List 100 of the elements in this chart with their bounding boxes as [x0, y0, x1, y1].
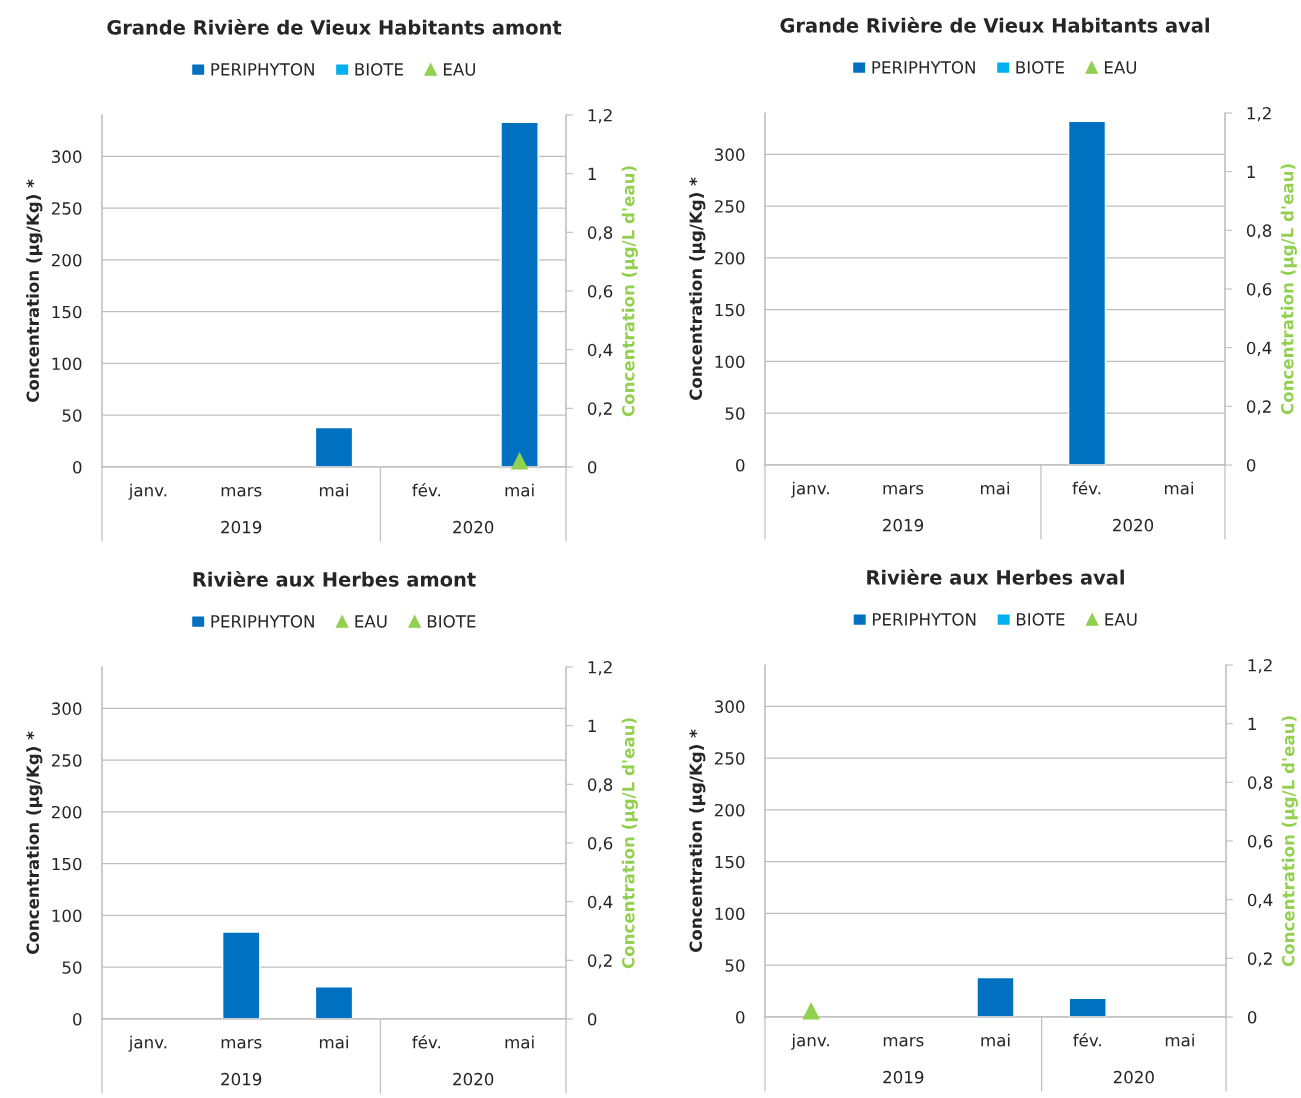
legend-label: BIOTE [1016, 61, 1064, 74]
y2-tick-label: 0 [1247, 1010, 1257, 1024]
text: 2019 [883, 1070, 924, 1084]
y2-tick-label: 1,2 [588, 660, 612, 676]
y-tick-label: 50 [62, 961, 82, 974]
y-tick-label: 50 [62, 409, 82, 422]
y-axis-title: Concentration (µg/Kg) * [26, 731, 43, 955]
y2-tick-label: 1,2 [1248, 658, 1272, 674]
y-tick-label: 200 [714, 251, 745, 265]
y2-tick-label: 0 [587, 460, 597, 474]
y-tick-label: 50 [725, 959, 745, 972]
y-tick-label: 250 [51, 202, 82, 215]
legend-label: PERIPHYTON [211, 63, 314, 76]
y-tick-label: 250 [714, 200, 745, 213]
y-tick-label: 300 [715, 700, 745, 713]
legend-label: PERIPHYTON [873, 613, 976, 626]
y-tick-label: 0 [73, 460, 82, 474]
x-tick-label: mai [1165, 1033, 1194, 1047]
y2-tick-label: 0,6 [1247, 834, 1273, 850]
legend-label: BIOTE [1016, 613, 1065, 626]
y-tick-label: 300 [52, 702, 82, 715]
x-tick-label: mai [319, 483, 348, 497]
y2-tick-label: 0 [587, 1012, 597, 1026]
y2-axis-title: Concentration (µg/L d'eau) [621, 166, 638, 417]
y2-tick-label: 0,4 [587, 895, 613, 910]
y2-axis-title: Concentration (µg/L d'eau) [621, 718, 638, 969]
x-tick-label: fév. [412, 1035, 440, 1049]
text: 2019 [221, 520, 262, 534]
y-tick-label: 200 [51, 805, 82, 819]
x-tick-label: janv. [128, 1035, 167, 1052]
y-tick-label: 0 [73, 1012, 82, 1026]
chart-title: Grande Rivière de Vieux Habitants aval [780, 16, 1209, 33]
y-tick-label: 100 [715, 907, 745, 921]
y-tick-label: 250 [51, 754, 82, 767]
y2-tick-label: 0,6 [587, 836, 613, 852]
y-axis-title: Concentration (µg/Kg) * [689, 729, 706, 953]
y-tick-label: 100 [52, 357, 82, 371]
y2-tick-label: 0,8 [587, 226, 613, 241]
text: 2019 [883, 518, 924, 532]
y2-tick-label: 0,8 [1247, 776, 1273, 791]
x-tick-label: mai [980, 481, 1009, 495]
y2-tick-label: 0,8 [587, 778, 613, 793]
y-tick-label: 250 [714, 752, 745, 765]
text: 2020 [453, 520, 494, 534]
y-tick-label: 300 [715, 148, 745, 161]
y-tick-label: 300 [52, 150, 82, 163]
y2-axis-title: Concentration (µg/L d'eau) [1281, 716, 1298, 967]
chart-title: Rivière aux Herbes amont [193, 570, 476, 587]
y-axis-title: Concentration (µg/Kg) * [689, 177, 706, 401]
x-tick-label: mai [1164, 481, 1193, 495]
y2-tick-label: 0,2 [1247, 952, 1272, 967]
y2-tick-label: 0,8 [1246, 224, 1272, 239]
y2-tick-label: 0,2 [587, 954, 612, 969]
y-tick-label: 0 [736, 458, 745, 472]
text: 2019 [221, 1072, 262, 1086]
x-tick-label: mars [883, 1037, 924, 1047]
y2-tick-label: 1 [1247, 165, 1255, 178]
y2-tick-label: 1,2 [1247, 106, 1271, 122]
y-tick-label: 100 [715, 355, 745, 369]
y-tick-label: 100 [52, 909, 82, 923]
y-tick-label: 200 [714, 803, 745, 817]
y2-tick-label: 0,4 [1247, 893, 1273, 908]
y-tick-label: 150 [715, 303, 745, 317]
text: 2020 [1113, 518, 1154, 532]
y2-tick-label: 0,2 [587, 402, 612, 417]
x-tick-label: janv. [791, 481, 829, 498]
y-tick-label: 150 [715, 855, 745, 869]
legend-label: EAU [1104, 61, 1137, 74]
chart-title: Rivière aux Herbes aval [867, 568, 1124, 585]
y-tick-label: 150 [52, 305, 82, 319]
text: 2020 [1113, 1070, 1154, 1084]
y-tick-label: 150 [52, 857, 82, 871]
text: 2020 [453, 1072, 494, 1086]
y-tick-label: 50 [725, 407, 745, 420]
y2-tick-label: 0,2 [1246, 400, 1271, 415]
x-tick-label: mai [319, 1035, 348, 1049]
y2-tick-label: 1 [588, 719, 596, 732]
legend-label: EAU [443, 63, 476, 76]
chart-title: Grande Rivière de Vieux Habitants amont [107, 18, 562, 35]
legend-label: PERIPHYTON [211, 615, 314, 628]
x-tick-label: mars [883, 485, 924, 495]
x-tick-label: mars [221, 1039, 262, 1049]
y-axis-title: Concentration (µg/Kg) * [26, 179, 43, 403]
x-tick-label: fév. [1073, 1033, 1101, 1047]
y2-tick-label: 0,6 [587, 284, 613, 300]
y-tick-label: 0 [736, 1010, 745, 1024]
x-tick-label: mai [981, 1033, 1010, 1047]
legend-label: EAU [355, 615, 387, 628]
legend-label: BIOTE [355, 63, 403, 76]
y2-tick-label: 0,4 [587, 343, 613, 358]
x-tick-label: mai [505, 1035, 534, 1049]
y2-axis-title: Concentration (µg/L d'eau) [1280, 164, 1297, 415]
y2-tick-label: 0 [1246, 458, 1256, 472]
x-tick-label: janv. [128, 483, 167, 500]
y2-tick-label: 1,2 [588, 108, 612, 124]
x-tick-label: fév. [1072, 481, 1101, 495]
x-tick-label: fév. [412, 483, 440, 497]
y2-tick-label: 0,4 [1246, 341, 1272, 356]
y2-tick-label: 0,6 [1246, 282, 1272, 298]
y2-tick-label: 1 [588, 167, 596, 180]
